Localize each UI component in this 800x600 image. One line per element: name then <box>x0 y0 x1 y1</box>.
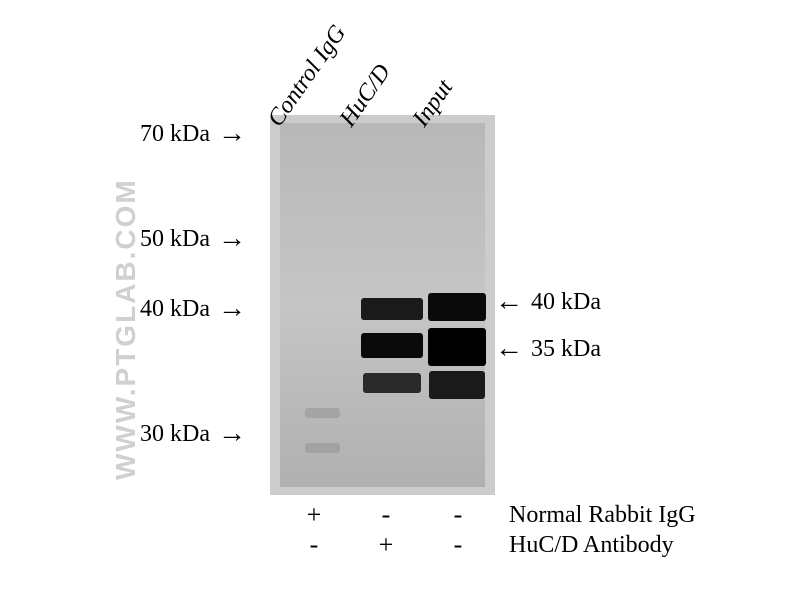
watermark-text: WWW.PTGLAB.COM <box>110 178 142 480</box>
treatment-matrix: + - - Normal Rabbit IgG - + - HuC/D Anti… <box>278 500 696 560</box>
mw-label: 35 kDa <box>531 336 601 363</box>
mw-label: 70 kDa <box>140 121 210 148</box>
treatment-cell: - <box>350 500 422 530</box>
band-lane0-faint2 <box>305 443 340 453</box>
treatment-row-hucd-antibody: - + - HuC/D Antibody <box>278 530 696 560</box>
arrow-right-icon: → <box>218 420 246 448</box>
mw-marker-50kda: 50 kDa → <box>140 225 246 253</box>
western-blot-figure: WWW.PTGLAB.COM Control IgG HuC/D Input 7… <box>0 0 800 600</box>
band-lane2-40kda <box>428 293 486 321</box>
treatment-label: Normal Rabbit IgG <box>509 502 696 529</box>
blot-background <box>280 123 485 487</box>
arrow-left-icon: ← <box>495 335 523 363</box>
mw-marker-right-35kda: ← 35 kDa <box>495 335 601 363</box>
arrow-right-icon: → <box>218 120 246 148</box>
treatment-row-normal-igg: + - - Normal Rabbit IgG <box>278 500 696 530</box>
band-lane1-lower <box>363 373 421 393</box>
treatment-cell: - <box>422 500 494 530</box>
mw-label: 40 kDa <box>140 296 210 323</box>
band-lane2-35kda <box>428 328 486 366</box>
treatment-label: HuC/D Antibody <box>509 532 674 559</box>
mw-label: 50 kDa <box>140 226 210 253</box>
mw-label: 30 kDa <box>140 421 210 448</box>
mw-marker-40kda: 40 kDa → <box>140 295 246 323</box>
arrow-left-icon: ← <box>495 288 523 316</box>
mw-marker-30kda: 30 kDa → <box>140 420 246 448</box>
arrow-right-icon: → <box>218 295 246 323</box>
band-lane1-40kda <box>361 298 423 320</box>
band-lane2-lower <box>429 371 485 399</box>
mw-marker-right-40kda: ← 40 kDa <box>495 288 601 316</box>
mw-marker-70kda: 70 kDa → <box>140 120 246 148</box>
treatment-cell: + <box>350 530 422 560</box>
treatment-cell: - <box>278 530 350 560</box>
treatment-cell: - <box>422 530 494 560</box>
western-blot-membrane <box>270 115 495 495</box>
treatment-cell: + <box>278 500 350 530</box>
arrow-right-icon: → <box>218 225 246 253</box>
band-lane1-35kda <box>361 333 423 358</box>
band-lane0-faint1 <box>305 408 340 418</box>
mw-label: 40 kDa <box>531 289 601 316</box>
